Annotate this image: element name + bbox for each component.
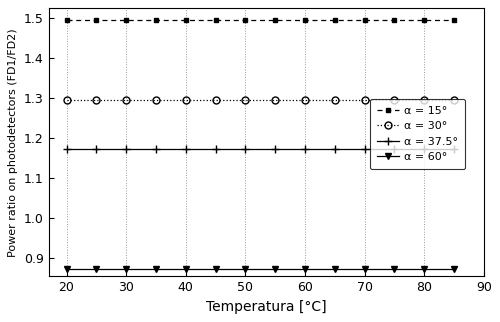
α = 60° [272, 267, 278, 271]
α = 37.5° [302, 147, 308, 151]
X-axis label: Temperatura [°C]: Temperatura [°C] [206, 300, 326, 314]
Line: α = 15°: α = 15° [64, 18, 456, 23]
α = 30° [451, 99, 457, 102]
α = 30° [242, 99, 248, 102]
α = 37.5° [153, 147, 159, 151]
α = 30° [332, 99, 338, 102]
α = 37.5° [64, 147, 70, 151]
Line: α = 60°: α = 60° [63, 266, 458, 272]
α = 60° [362, 267, 368, 271]
α = 37.5° [123, 147, 129, 151]
α = 15° [153, 18, 159, 22]
α = 30° [123, 99, 129, 102]
α = 15° [94, 18, 100, 22]
α = 60° [332, 267, 338, 271]
α = 37.5° [182, 147, 188, 151]
α = 60° [242, 267, 248, 271]
α = 37.5° [451, 147, 457, 151]
α = 60° [153, 267, 159, 271]
α = 30° [421, 99, 427, 102]
α = 30° [64, 99, 70, 102]
α = 15° [421, 18, 427, 22]
α = 30° [153, 99, 159, 102]
α = 15° [64, 18, 70, 22]
Line: α = 30°: α = 30° [63, 97, 458, 104]
α = 60° [64, 267, 70, 271]
α = 15° [392, 18, 398, 22]
Legend: α = 15°, α = 30°, α = 37.5°, α = 60°: α = 15°, α = 30°, α = 37.5°, α = 60° [370, 99, 465, 169]
α = 37.5° [392, 147, 398, 151]
α = 60° [302, 267, 308, 271]
α = 37.5° [272, 147, 278, 151]
α = 60° [421, 267, 427, 271]
α = 15° [451, 18, 457, 22]
α = 15° [332, 18, 338, 22]
α = 30° [302, 99, 308, 102]
α = 60° [182, 267, 188, 271]
α = 37.5° [362, 147, 368, 151]
α = 15° [242, 18, 248, 22]
α = 37.5° [332, 147, 338, 151]
α = 37.5° [242, 147, 248, 151]
α = 15° [302, 18, 308, 22]
α = 30° [272, 99, 278, 102]
α = 15° [362, 18, 368, 22]
α = 60° [94, 267, 100, 271]
α = 15° [123, 18, 129, 22]
α = 60° [123, 267, 129, 271]
α = 37.5° [212, 147, 218, 151]
Y-axis label: Power ratio on photodetectors (FD1/FD2): Power ratio on photodetectors (FD1/FD2) [8, 28, 18, 257]
α = 37.5° [94, 147, 100, 151]
α = 30° [182, 99, 188, 102]
α = 60° [451, 267, 457, 271]
α = 30° [362, 99, 368, 102]
α = 60° [212, 267, 218, 271]
Line: α = 37.5°: α = 37.5° [62, 145, 458, 154]
α = 30° [94, 99, 100, 102]
α = 37.5° [421, 147, 427, 151]
α = 15° [212, 18, 218, 22]
α = 60° [392, 267, 398, 271]
α = 15° [182, 18, 188, 22]
α = 30° [212, 99, 218, 102]
α = 30° [392, 99, 398, 102]
α = 15° [272, 18, 278, 22]
